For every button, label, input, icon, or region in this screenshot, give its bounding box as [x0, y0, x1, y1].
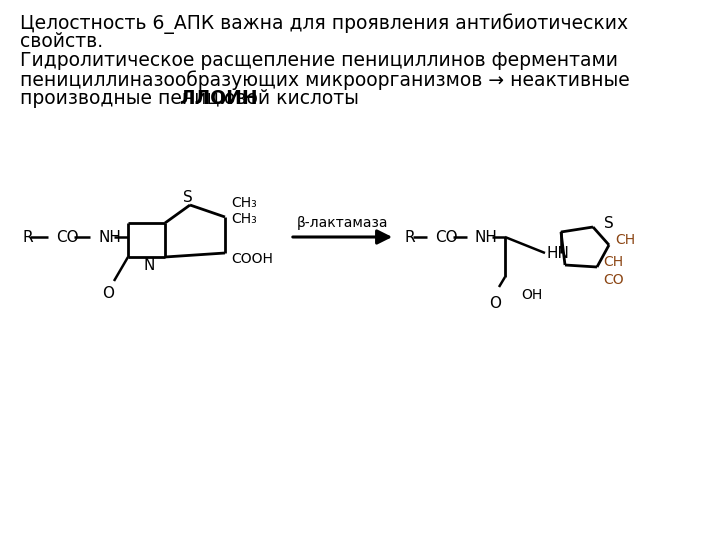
- Text: Целостность 6_АПК важна для проявления антибиотических: Целостность 6_АПК важна для проявления а…: [20, 13, 628, 33]
- Text: CH: CH: [603, 255, 623, 269]
- Text: OH: OH: [521, 288, 542, 302]
- Text: S: S: [604, 217, 614, 232]
- Text: овой кислоты: овой кислоты: [224, 89, 359, 108]
- Text: CO: CO: [56, 230, 78, 245]
- Text: CO: CO: [435, 230, 458, 245]
- Text: CH: CH: [615, 233, 635, 247]
- Text: пенициллиназообразующих микроорганизмов → неактивные: пенициллиназообразующих микроорганизмов …: [20, 70, 630, 90]
- Text: O: O: [489, 295, 501, 310]
- Text: NH: NH: [98, 230, 121, 245]
- Text: CH₃: CH₃: [231, 212, 257, 226]
- Text: CH₃: CH₃: [231, 196, 257, 210]
- Text: R: R: [405, 230, 415, 245]
- Text: β-лактамаза: β-лактамаза: [296, 216, 388, 230]
- Text: O: O: [102, 286, 114, 300]
- Text: Гидролитическое расщепление пенициллинов ферментами: Гидролитическое расщепление пенициллинов…: [20, 51, 618, 70]
- Text: S: S: [183, 190, 193, 205]
- Text: CO: CO: [603, 273, 624, 287]
- Text: свойств.: свойств.: [20, 32, 103, 51]
- Text: N: N: [143, 258, 155, 273]
- Text: COOH: COOH: [231, 252, 273, 266]
- Text: производные пеници: производные пеници: [20, 89, 232, 108]
- Text: R: R: [22, 230, 32, 245]
- Text: ЛЛОИН: ЛЛОИН: [179, 89, 258, 108]
- Text: NH: NH: [475, 230, 498, 245]
- Text: HN: HN: [547, 246, 570, 260]
